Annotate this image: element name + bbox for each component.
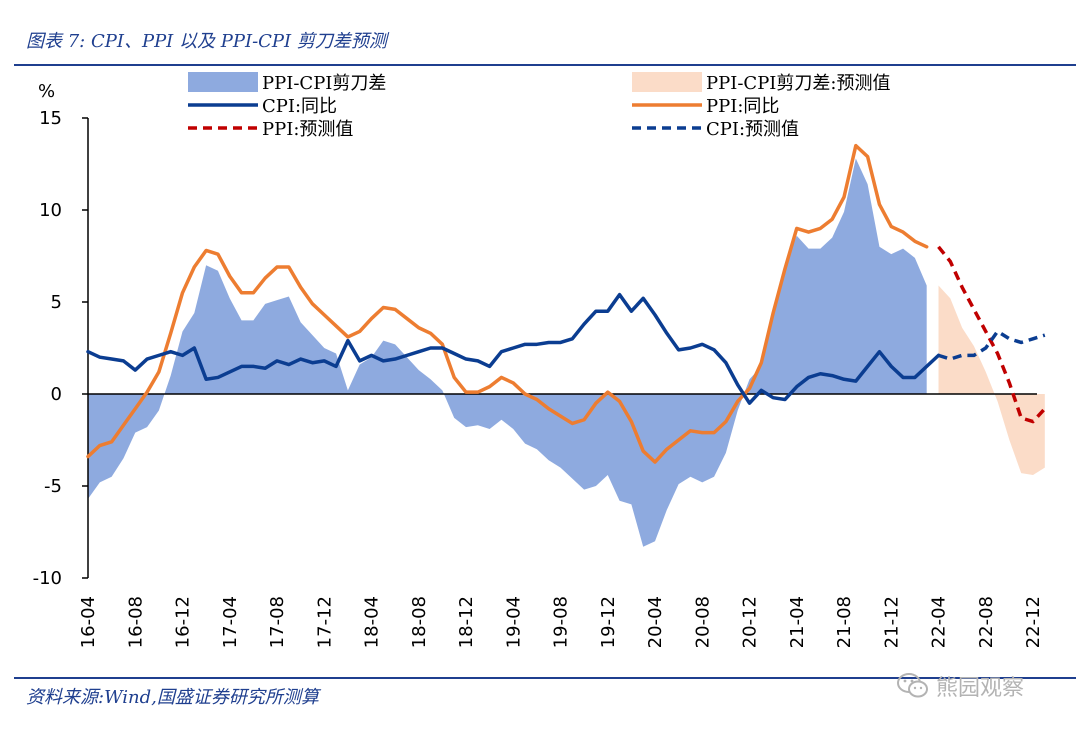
cpi-forecast-line	[937, 329, 1046, 361]
figure-title: 图表 7: CPI、PPI 以及 PPI-CPI 剪刀差预测	[26, 31, 387, 52]
legend-label-gap_forecast: PPI-CPI剪刀差:预测值	[706, 73, 890, 94]
watermark: 熊园观察	[896, 670, 1024, 702]
x-tick-label: 22-04	[929, 596, 950, 648]
x-tick-label: 18-12	[456, 596, 477, 648]
x-tick-label: 17-04	[220, 596, 241, 648]
cpi-line	[86, 292, 941, 405]
area-layer	[88, 158, 1045, 547]
bottom-rule	[14, 677, 1076, 679]
legend-label-cpi: CPI:同比	[262, 96, 337, 117]
x-tick-label: 19-08	[551, 596, 572, 648]
gap-forecast-area	[938, 285, 1045, 475]
legend-label-cpi_forecast: CPI:预测值	[706, 119, 799, 140]
legend: PPI-CPI剪刀差 PPI-CPI剪刀差:预测值 CPI:同比 PPI:同比 PPI:…	[188, 72, 890, 140]
x-tick-label: 20-04	[645, 596, 666, 648]
y-tick-label: 15	[39, 108, 62, 129]
y-tick-label: -10	[33, 568, 62, 589]
y-tick-label: 0	[51, 384, 62, 405]
ppi-line	[86, 143, 929, 464]
legend-label-ppi: PPI:同比	[706, 96, 779, 117]
ppi-forecast-line	[937, 245, 1047, 424]
watermark-text: 熊园观察	[936, 676, 1025, 701]
gap-area	[88, 158, 927, 547]
x-tick-label: 19-04	[503, 596, 524, 648]
x-tick-label: 21-04	[787, 596, 808, 648]
x-tick-label: 16-12	[173, 596, 194, 648]
x-tick-label: 16-04	[78, 596, 99, 648]
x-tick-label: 17-08	[267, 596, 288, 648]
x-tick-label: 22-08	[976, 596, 997, 648]
x-tick-label: 21-12	[881, 596, 902, 648]
x-tick-label: 22-12	[1023, 596, 1044, 648]
y-axis-unit: %	[38, 81, 55, 102]
x-tick-label: 18-04	[362, 596, 383, 648]
y-tick-label: 5	[51, 292, 62, 313]
y-tick-label: -5	[44, 476, 62, 497]
x-tick-label: 20-12	[740, 596, 761, 648]
legend-swatch-gap	[188, 72, 258, 92]
y-tick-label: 10	[39, 200, 62, 221]
x-tick-label: 17-12	[314, 596, 335, 648]
x-tick-label: 18-08	[409, 596, 430, 648]
x-tick-label: 19-12	[598, 596, 619, 648]
x-tick-label: 21-08	[834, 596, 855, 648]
legend-label-ppi_forecast: PPI:预测值	[262, 119, 353, 140]
legend-label-gap: PPI-CPI剪刀差	[262, 73, 386, 94]
top-rule	[14, 64, 1076, 66]
line-layer	[86, 143, 1047, 464]
x-tick-label: 20-08	[692, 596, 713, 648]
figure-source: 资料来源:Wind,国盛证券研究所测算	[26, 687, 319, 708]
axes-layer: 15 10 5 0 -5 -10% 16-04 16-08 16-12 17-04 17-08 17-…	[33, 81, 1044, 648]
x-tick-label: 16-08	[125, 596, 146, 648]
wechat-icon	[897, 673, 928, 698]
legend-swatch-gap_forecast	[632, 72, 702, 92]
